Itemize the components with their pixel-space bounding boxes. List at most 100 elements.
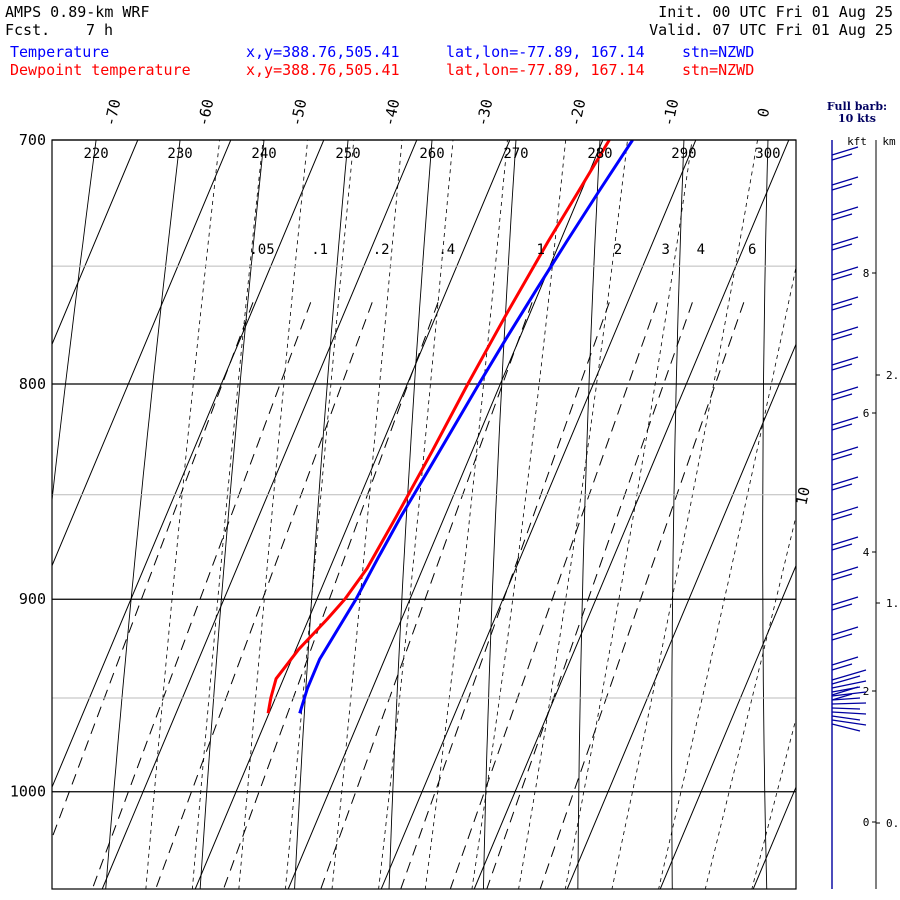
- dry-adiabat-label: 270: [503, 146, 528, 162]
- kft-tick-label: 2: [863, 685, 870, 698]
- mixing-ratio-label: .05: [249, 242, 274, 258]
- wind-barb: [831, 656, 859, 671]
- isotherm-lines: [52, 140, 796, 889]
- wind-barb: [831, 680, 867, 693]
- km-tick-label: 0.: [886, 817, 899, 830]
- wind-barb: [831, 669, 867, 685]
- wind-barb: [831, 206, 859, 221]
- moist-adiabat-line: [751, 717, 796, 889]
- mixing-ratio-line: [223, 302, 439, 889]
- mixing-ratio-line: [91, 302, 312, 889]
- wind-barb: [831, 236, 859, 251]
- legend-temperature-xy: x,y=388.76,505.41: [246, 43, 400, 61]
- dry-adiabat-line: [294, 140, 349, 889]
- isotherm-tick-label: 10: [792, 485, 813, 506]
- init-time: Init. 00 UTC Fri 01 Aug 25: [658, 3, 893, 21]
- dry-adiabat-label: 290: [671, 146, 696, 162]
- wind-barb: [831, 566, 859, 581]
- legend-dewpoint-label: Dewpoint temperature: [10, 61, 191, 79]
- km-tick-label: 2.: [886, 369, 899, 382]
- mixing-ratio-label: .2: [373, 242, 390, 258]
- barb-legend-line2: 10 kts: [837, 112, 877, 125]
- isotherm-line: [659, 564, 796, 889]
- mixing-ratio-line: [155, 302, 373, 889]
- isotherm-tick-label: -60: [194, 98, 217, 128]
- moist-adiabat-line: [658, 265, 796, 889]
- moist-adiabat-line: [191, 140, 264, 889]
- isotherm-tick-label: -20: [566, 98, 589, 128]
- barb-legend: Full barb: 10 kts: [818, 101, 896, 125]
- moist-adiabat-line: [378, 140, 454, 889]
- profile-dewpoint-temperature: [266, 140, 611, 714]
- dry-adiabat-line: [483, 140, 517, 889]
- profile-temperature: [298, 140, 634, 714]
- mixing-ratio-line: [539, 302, 745, 889]
- wind-barb: [831, 711, 867, 721]
- wind-barb: [831, 506, 859, 521]
- model-title: AMPS 0.89-km WRF: [5, 3, 150, 21]
- wind-barb: [831, 626, 859, 641]
- isotherm-line: [380, 140, 697, 889]
- isotherm-line: [52, 140, 232, 567]
- pressure-tick-label: 800: [19, 375, 46, 393]
- dry-adiabat-label: 260: [419, 146, 444, 162]
- moist-adiabat-line: [145, 140, 221, 889]
- isotherm-line: [52, 140, 325, 789]
- km-tick-label: 1.: [886, 597, 899, 610]
- legend-dewpoint-xy: x,y=388.76,505.41: [246, 61, 400, 79]
- wind-barb: [831, 356, 859, 371]
- legend-dewpoint-stn: stn=NZWD: [682, 61, 755, 79]
- wind-barb: [831, 386, 859, 401]
- mixing-ratio-label: .4: [438, 242, 455, 258]
- kft-tick-label: 6: [863, 407, 870, 420]
- valid-time: Valid. 07 UTC Fri 01 Aug 25: [649, 21, 893, 39]
- kft-label: kft: [847, 135, 867, 148]
- isotherm-line: [752, 785, 796, 889]
- kft-tick-label: 8: [863, 267, 870, 280]
- moist-adiabat-line: [471, 140, 567, 889]
- wind-barb: [831, 296, 859, 311]
- wind-barb: [831, 702, 867, 710]
- dry-adiabat-label: 230: [167, 146, 192, 162]
- wind-barb: [831, 691, 867, 701]
- dry-adiabat-line: [671, 140, 685, 889]
- axis-labels: 700 800 900 1000 -70 -60 -50 -40 -30 -20 -10 0 10 220…: [10, 98, 814, 801]
- isotherm-tick-label: -70: [101, 98, 124, 128]
- legend-temperature-label: Temperature: [10, 43, 110, 61]
- mixing-ratio-line: [320, 302, 533, 889]
- dry-adiabat-line: [199, 140, 265, 889]
- dry-adiabat-line: [388, 140, 433, 889]
- forecast-label: Fcst.: [5, 21, 51, 39]
- isotherm-tick-label: 0: [754, 106, 773, 119]
- legend-temperature-latlon: lat,lon=-77.89, 167.14: [446, 43, 645, 61]
- moist-adiabat-line: [704, 514, 796, 889]
- mixing-ratio-line: [400, 302, 610, 889]
- mixing-ratio-line: [449, 302, 658, 889]
- moist-adiabat-line: [238, 140, 309, 889]
- moist-adiabat-line: [564, 140, 693, 889]
- moist-adiabat-line: [284, 140, 355, 889]
- wind-barb: [831, 266, 859, 281]
- moist-adiabat-line: [331, 140, 403, 889]
- wind-panel: kft km 8 6 4 2 0 2. 1. 0.: [831, 135, 899, 889]
- moist-adiabat-line: [796, 129, 900, 898]
- isotherm-line: [52, 140, 139, 346]
- wind-barb: [831, 719, 867, 732]
- dry-adiabat-label: 250: [335, 146, 360, 162]
- mixing-ratio-lines: [52, 129, 900, 898]
- pressure-tick-label: 900: [19, 590, 46, 608]
- isotherm-tick-label: -30: [473, 98, 496, 128]
- mixing-ratio-label: .1: [311, 242, 328, 258]
- wind-barb: [831, 596, 859, 611]
- dry-adiabat-line: [52, 140, 97, 505]
- pressure-tick-label: 1000: [10, 783, 46, 801]
- mixing-ratio-line: [52, 302, 254, 840]
- wind-barb: [831, 146, 859, 161]
- isotherm-tick-label: -40: [380, 98, 403, 128]
- dry-adiabat-lines: [52, 140, 769, 889]
- profile-lines: [266, 140, 634, 714]
- isotherm-tick-label: -50: [287, 98, 310, 128]
- wind-barb: [831, 476, 859, 491]
- isotherm-line: [566, 342, 796, 889]
